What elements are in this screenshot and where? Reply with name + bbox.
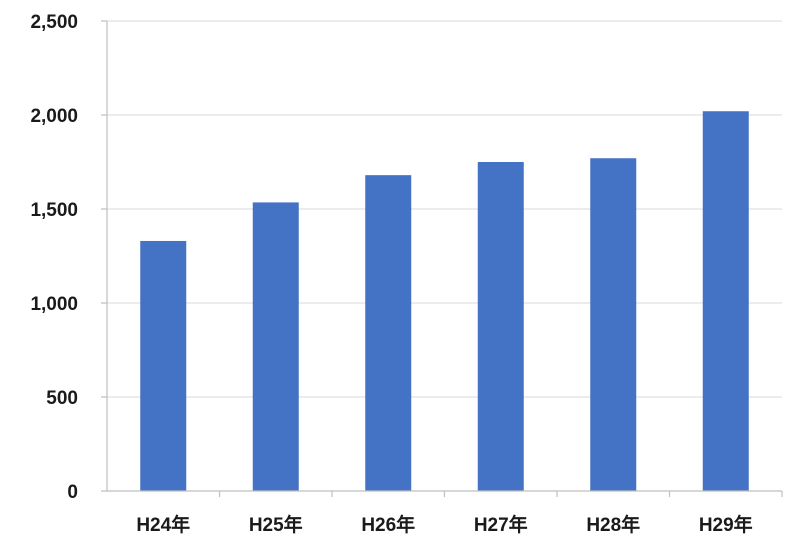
bars: [140, 111, 749, 491]
y-tick-label: 1,000: [30, 294, 78, 315]
x-tick-label: H28年: [586, 513, 640, 536]
x-tick-label: H27年: [474, 513, 528, 536]
y-tick-labels: 0 500 1,000 1,500 2,000 2,500: [30, 12, 78, 503]
y-tick-label: 500: [46, 388, 78, 409]
x-tick-label: H25年: [249, 513, 303, 536]
x-tick-labels: H24年 H25年 H26年 H27年 H28年 H29年: [136, 513, 752, 536]
bar-4: [478, 162, 524, 491]
y-tick-label: 1,500: [30, 200, 78, 221]
y-tick-label: 2,000: [30, 106, 78, 127]
x-tick-label: H26年: [361, 513, 415, 536]
bar-5: [590, 158, 636, 491]
bar-2: [253, 202, 299, 491]
y-tick-label: 0: [67, 482, 78, 503]
y-tick-label: 2,500: [30, 12, 78, 33]
bar-1: [140, 241, 186, 491]
x-tick-label: H24年: [136, 513, 190, 536]
gridlines: [107, 21, 782, 397]
axes: [101, 21, 782, 497]
bar-3: [365, 175, 411, 491]
x-tick-label: H29年: [699, 513, 753, 536]
bar-6: [703, 111, 749, 491]
